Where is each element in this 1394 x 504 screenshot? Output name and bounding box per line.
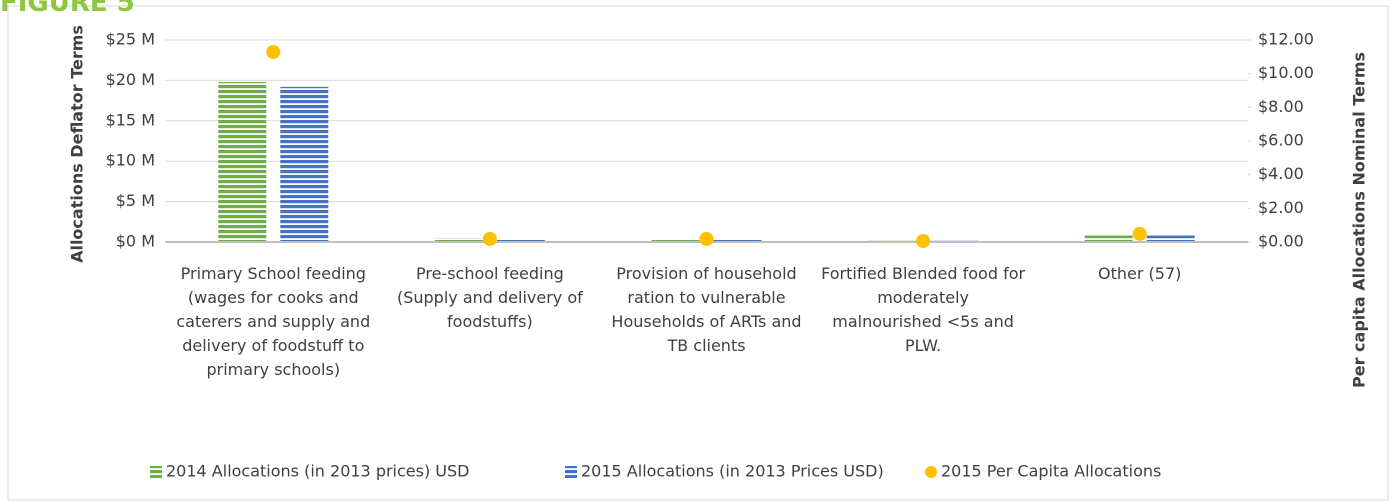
y2-axis-title: Per capita Allocations Nominal Terms: [1350, 52, 1369, 388]
figure-title: FIGURE 5: [0, 0, 135, 18]
point: [482, 231, 497, 246]
legend-swatch: [565, 466, 577, 478]
bar: [496, 238, 545, 242]
y-tick-label: $25 M: [106, 30, 155, 49]
point: [699, 231, 714, 246]
y2-tick-label: $2.00: [1258, 198, 1304, 217]
y2-tick-label: $8.00: [1258, 97, 1304, 116]
point: [266, 44, 281, 59]
y-tick-label: $10 M: [106, 151, 155, 170]
x-tick-label: Provision of household ration to vulnera…: [611, 264, 802, 355]
y2-tick-label: $12.00: [1258, 30, 1314, 49]
bar: [434, 237, 483, 242]
point: [916, 233, 931, 248]
y2-tick-label: $10.00: [1258, 63, 1314, 82]
legend-label: 2015 Per Capita Allocations: [941, 462, 1161, 481]
y2-tick-label: $6.00: [1258, 131, 1304, 150]
bar: [1084, 235, 1133, 242]
bar: [218, 82, 267, 243]
bar: [651, 239, 700, 242]
x-tick-label: Fortified Blended food for moderately ma…: [821, 264, 1026, 355]
legend-label: 2014 Allocations (in 2013 prices) USD: [166, 462, 470, 481]
y-tick-label: $5 M: [116, 191, 155, 210]
y2-tick-label: $4.00: [1258, 164, 1304, 183]
frame: [7, 5, 1389, 501]
bar: [280, 86, 329, 242]
bar: [713, 239, 762, 242]
y-tick-label: $15 M: [106, 110, 155, 129]
y-tick-label: $20 M: [106, 70, 155, 89]
x-tick-label: Other (57): [1098, 264, 1182, 283]
x-tick-label: Primary School feeding (wages for cooks …: [176, 264, 371, 379]
y-axis-title: Allocations Deflator Terms: [68, 25, 87, 263]
legend-swatch: [925, 466, 937, 478]
x-tick-label: Pre-school feeding (Supply and delivery …: [396, 264, 583, 331]
y2-tick-label: $0.00: [1258, 232, 1304, 251]
legend-label: 2015 Allocations (in 2013 Prices USD): [581, 462, 884, 481]
point: [1132, 226, 1147, 241]
y-tick-label: $0 M: [116, 232, 155, 251]
legend-swatch: [150, 466, 162, 478]
bar: [1146, 235, 1195, 242]
